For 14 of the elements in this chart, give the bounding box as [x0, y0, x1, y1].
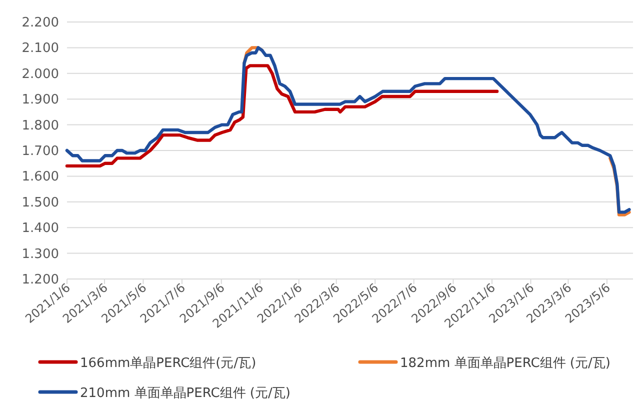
legend-label: 182mm 单面单晶PERC组件 (元/瓦)	[400, 356, 610, 371]
y-tick-label: 2.200	[22, 16, 59, 30]
legend-label: 166mm单晶PERC组件(元/瓦)	[80, 356, 256, 371]
y-tick-label: 1.200	[22, 272, 59, 288]
legend-label: 210mm 单面单晶PERC组件 (元/瓦)	[80, 386, 290, 401]
y-tick-label: 1.800	[22, 118, 59, 134]
y-tick-label: 1.700	[22, 144, 59, 159]
y-tick-label: 1.400	[22, 221, 59, 236]
y-tick-label: 1.600	[22, 170, 59, 185]
y-tick-label: 1.500	[22, 195, 59, 210]
y-tick-label: 2.100	[22, 41, 59, 56]
y-tick-label: 1.900	[22, 92, 59, 108]
y-tick-label: 2.000	[22, 66, 59, 82]
y-tick-label: 1.300	[22, 246, 59, 262]
